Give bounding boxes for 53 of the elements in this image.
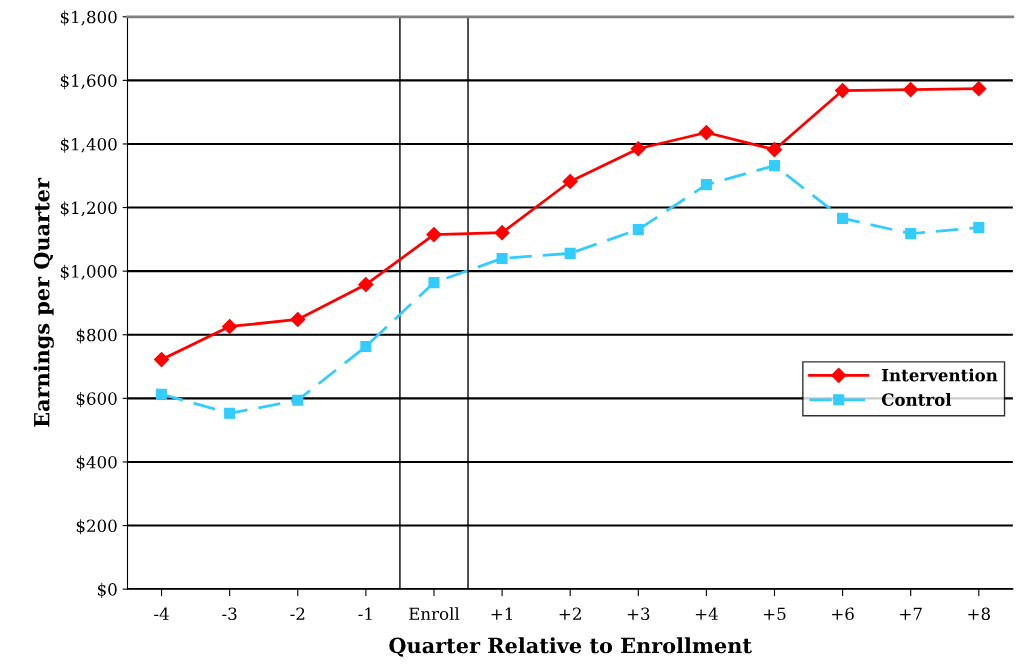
point — [564, 247, 576, 259]
point — [224, 407, 236, 419]
x-tick-label: +8 — [968, 607, 990, 621]
point — [698, 124, 714, 141]
point — [766, 142, 783, 158]
point — [837, 212, 849, 224]
point — [973, 222, 985, 234]
point — [700, 179, 712, 191]
legend-label: Control — [881, 392, 952, 406]
y-tick-label: $1,000 — [60, 264, 117, 280]
y-axis-title: Earnings per Quarter — [33, 177, 54, 427]
point — [496, 252, 508, 264]
point — [835, 82, 851, 99]
point — [632, 223, 644, 236]
x-tick-label: +7 — [900, 607, 922, 620]
x-tick-label: +2 — [559, 607, 581, 620]
x-tick-label: +4 — [695, 607, 718, 620]
y-tick-label: $1,200 — [60, 201, 117, 217]
x-axis-title: Quarter Relative to Enrollment — [389, 637, 752, 657]
point — [222, 318, 238, 335]
point — [768, 160, 781, 172]
point — [630, 141, 646, 157]
x-tick-label: +6 — [832, 607, 854, 621]
x-tick-label: Enroll — [409, 607, 460, 621]
y-tick-label: $800 — [76, 328, 117, 344]
y-tick-label: $400 — [76, 455, 117, 471]
x-tick-label: -2 — [290, 607, 305, 620]
point — [428, 277, 440, 289]
point — [358, 276, 374, 293]
point — [494, 225, 510, 241]
point — [903, 82, 919, 98]
x-tick-label: -1 — [358, 607, 372, 620]
point — [971, 81, 987, 97]
y-tick-label: $1,400 — [60, 137, 117, 153]
point — [360, 340, 372, 353]
y-tick-label: $600 — [76, 392, 117, 408]
x-tick-label: +5 — [763, 607, 786, 621]
x-tick-label: -4 — [154, 607, 169, 620]
y-tick-label: $1,800 — [60, 10, 117, 26]
y-tick-label: $0 — [97, 582, 117, 598]
point — [155, 388, 168, 400]
point — [292, 394, 304, 406]
x-tick-label: +3 — [627, 607, 650, 621]
y-tick-label: $200 — [76, 519, 117, 535]
point — [153, 351, 170, 368]
y-tick-label: $1,600 — [60, 74, 117, 90]
legend-label: Intervention — [881, 368, 998, 382]
point — [562, 173, 578, 190]
x-tick-label: +1 — [491, 607, 512, 620]
point — [426, 227, 442, 243]
point — [290, 311, 306, 328]
point — [905, 228, 917, 240]
x-tick-label: -3 — [222, 607, 237, 621]
